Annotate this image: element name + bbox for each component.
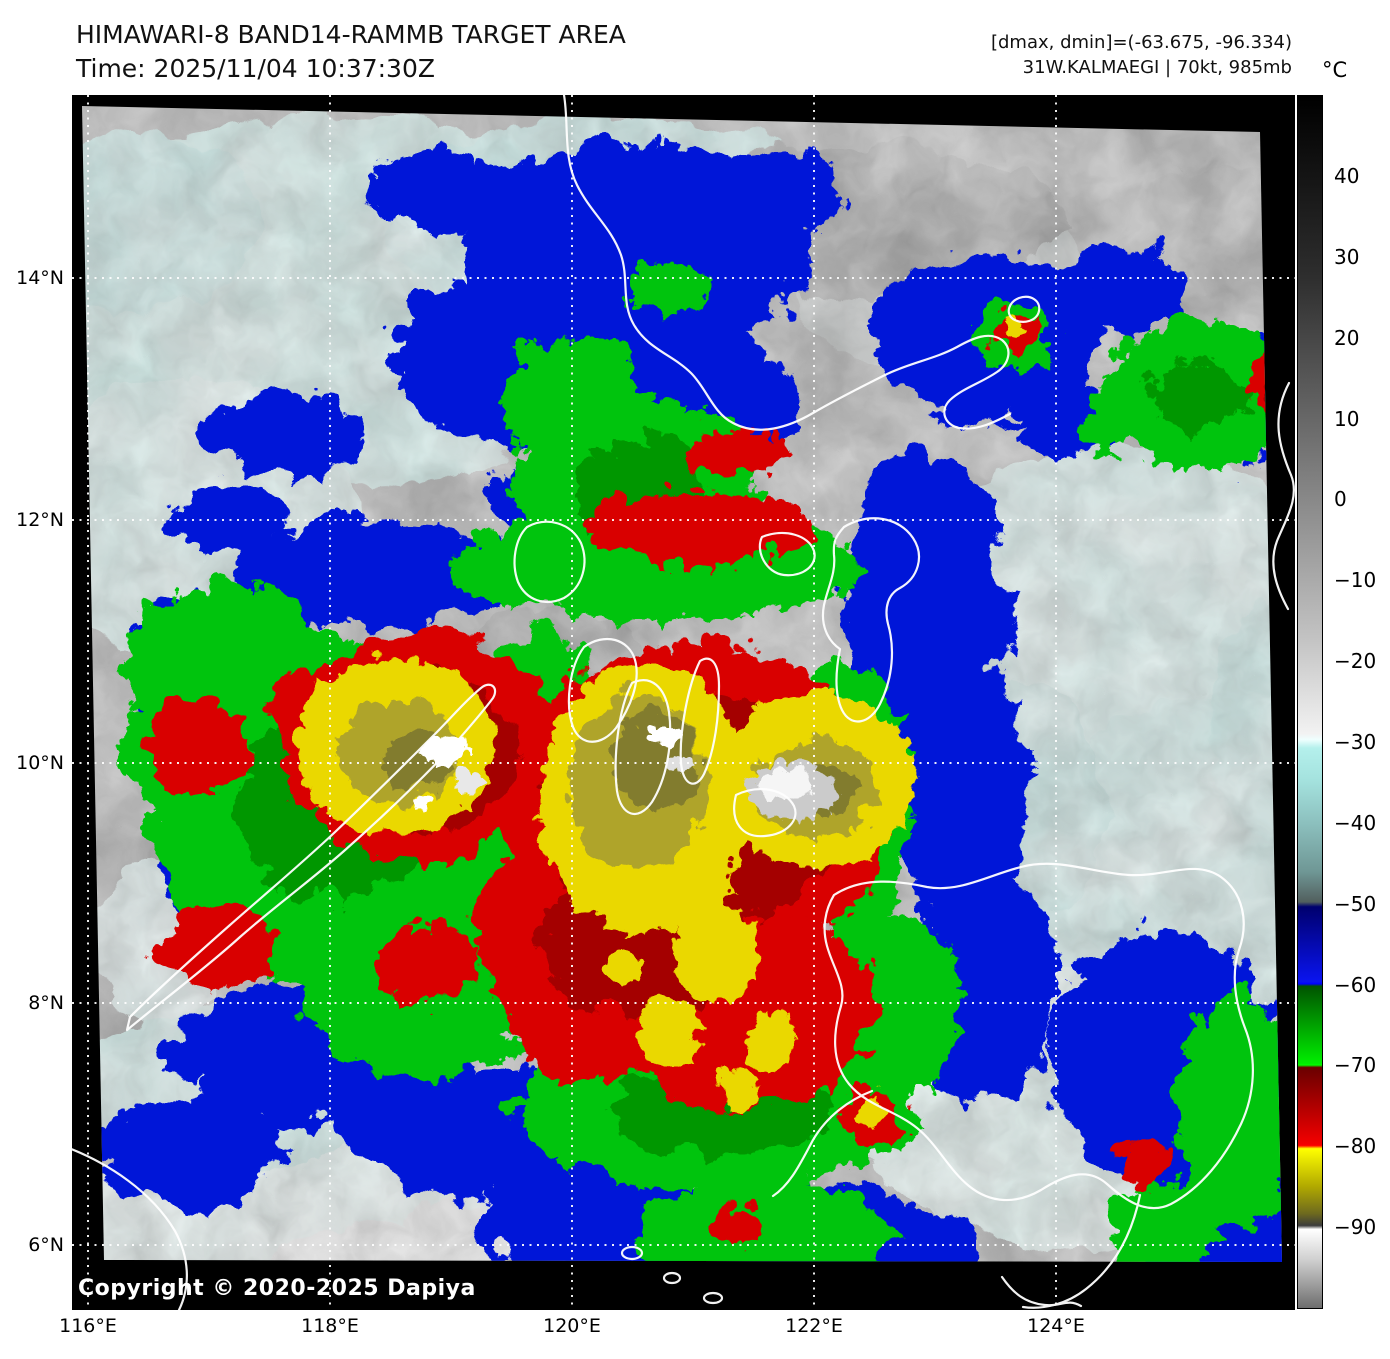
colorbar-tick-label: 40: [1334, 164, 1360, 188]
lon-tick-label: 124°E: [1027, 1315, 1085, 1337]
colorbar-tick-label: −40: [1334, 811, 1377, 835]
page-title: HIMAWARI-8 BAND14-RAMMB TARGET AREA: [76, 20, 626, 49]
satellite-image: [72, 95, 1295, 1310]
colorbar-tick-label: −60: [1334, 973, 1377, 997]
lat-tick-label: 8°N: [28, 992, 64, 1014]
lon-tick-label: 122°E: [785, 1315, 843, 1337]
ir-layer-coldest: [409, 720, 834, 816]
map-canvas: [72, 95, 1295, 1310]
dmax-dmin-readout: [dmax, dmin]=(-63.675, -96.334): [990, 32, 1292, 53]
lat-tick-label: 10°N: [16, 752, 64, 774]
coastlines: [72, 95, 1295, 1310]
lon-tick-label: 116°E: [59, 1315, 117, 1337]
colorbar: [1297, 95, 1323, 1309]
colorbar-unit-label: °C: [1322, 58, 1348, 82]
timestamp: Time: 2025/11/04 10:37:30Z: [76, 54, 435, 83]
colorbar-tick-label: −20: [1334, 649, 1377, 673]
grid-lines: [72, 95, 1295, 1310]
colorbar-tick-label: −70: [1334, 1053, 1377, 1077]
colorbar-tick-label: −50: [1334, 892, 1377, 916]
lon-tick-label: 120°E: [543, 1315, 601, 1337]
colorbar-tick-label: 10: [1334, 407, 1360, 431]
storm-info: 31W.KALMAEGI | 70kt, 985mb: [1022, 57, 1292, 78]
lat-tick-label: 12°N: [16, 509, 64, 531]
lat-tick-label: 6°N: [28, 1234, 64, 1256]
colorbar-tick-label: 20: [1334, 326, 1360, 350]
colorbar-tick-label: 30: [1334, 245, 1360, 269]
colorbar-tick-label: −80: [1334, 1134, 1377, 1158]
lon-tick-label: 118°E: [301, 1315, 359, 1337]
colorbar-tick-label: 0: [1334, 487, 1347, 511]
colorbar-tick-label: −10: [1334, 568, 1377, 592]
colorbar-tick-label: −90: [1334, 1215, 1377, 1239]
colorbar-tick-label: −30: [1334, 730, 1377, 754]
lat-tick-label: 14°N: [16, 267, 64, 289]
header-block: HIMAWARI-8 BAND14-RAMMB TARGET AREA Time…: [76, 18, 626, 86]
copyright-watermark: Copyright © 2020-2025 Dapiya: [78, 1276, 476, 1301]
info-block: [dmax, dmin]=(-63.675, -96.334) 31W.KALM…: [991, 30, 1292, 80]
